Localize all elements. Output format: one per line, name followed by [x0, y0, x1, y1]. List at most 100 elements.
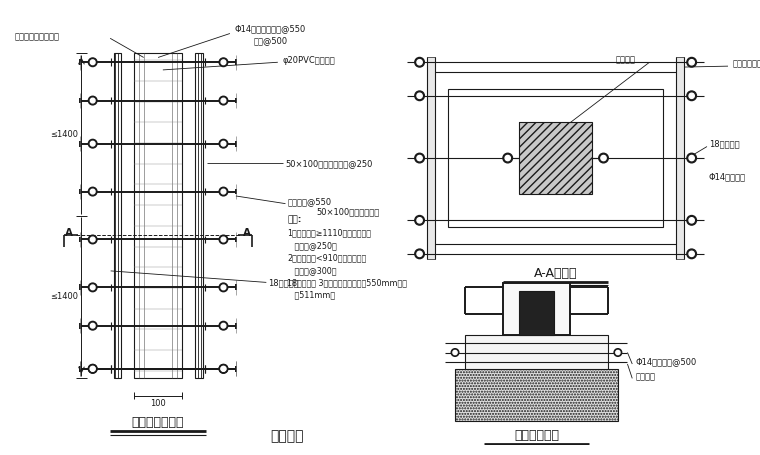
Circle shape — [219, 364, 228, 373]
Circle shape — [689, 217, 695, 223]
Text: 柱模立面大样图: 柱模立面大样图 — [131, 416, 185, 429]
Bar — [195, 53, 203, 379]
Bar — [519, 121, 592, 194]
Circle shape — [88, 96, 97, 105]
Bar — [519, 291, 554, 335]
Circle shape — [599, 153, 608, 163]
Circle shape — [219, 321, 228, 330]
Circle shape — [687, 153, 696, 163]
Circle shape — [90, 60, 95, 65]
Text: A: A — [65, 228, 73, 238]
Circle shape — [221, 98, 226, 103]
Circle shape — [221, 142, 226, 146]
Circle shape — [219, 364, 228, 373]
Circle shape — [88, 235, 97, 244]
Bar — [464, 335, 608, 369]
Text: 钢管夹具@550: 钢管夹具@550 — [287, 197, 331, 206]
Text: ≤1400: ≤1400 — [51, 293, 78, 302]
Circle shape — [415, 249, 424, 258]
Circle shape — [219, 58, 228, 66]
Circle shape — [503, 153, 512, 163]
Circle shape — [687, 216, 696, 225]
Circle shape — [689, 251, 695, 257]
Bar — [455, 369, 618, 421]
Circle shape — [451, 349, 459, 356]
Circle shape — [219, 235, 228, 244]
Text: 18厚九夹板 3、柱模件间距：竖向550mm；横: 18厚九夹板 3、柱模件间距：竖向550mm；横 — [287, 278, 407, 287]
Circle shape — [415, 216, 424, 225]
Circle shape — [221, 366, 226, 371]
Circle shape — [614, 349, 622, 356]
Circle shape — [88, 139, 97, 148]
Text: Φ14对拉螺栓竖向@550: Φ14对拉螺栓竖向@550 — [235, 24, 306, 33]
Circle shape — [687, 91, 696, 101]
Text: A-A剖面图: A-A剖面图 — [534, 267, 578, 279]
Circle shape — [88, 187, 97, 196]
Circle shape — [601, 156, 606, 161]
Circle shape — [417, 156, 423, 161]
Circle shape — [221, 237, 226, 242]
Circle shape — [88, 58, 97, 66]
Bar — [519, 121, 592, 194]
Bar — [676, 57, 684, 258]
Circle shape — [453, 350, 457, 354]
Circle shape — [417, 217, 423, 223]
Bar — [431, 72, 680, 244]
Circle shape — [219, 187, 228, 196]
Circle shape — [90, 237, 95, 242]
Bar — [135, 53, 182, 379]
Circle shape — [221, 324, 226, 328]
Bar — [448, 89, 663, 227]
Circle shape — [689, 93, 695, 98]
Text: 钢筋砼柱: 钢筋砼柱 — [616, 56, 636, 65]
Circle shape — [90, 324, 95, 328]
Text: 2、柱截面宽<910以下，柱模背: 2、柱截面宽<910以下，柱模背 — [287, 253, 366, 262]
Circle shape — [219, 96, 228, 105]
Circle shape — [90, 189, 95, 194]
Text: 50×100木枋（背楞）: 50×100木枋（背楞） — [316, 208, 379, 217]
Circle shape — [415, 91, 424, 101]
Text: A: A — [243, 228, 252, 238]
Bar — [113, 53, 121, 379]
Circle shape — [88, 321, 97, 330]
Circle shape — [219, 283, 228, 292]
Text: Φ14对拉螺栓: Φ14对拉螺栓 — [709, 173, 746, 182]
Text: φ20PVC塑料套管: φ20PVC塑料套管 — [283, 56, 335, 65]
Text: 撑木枋@250。: 撑木枋@250。 — [287, 241, 337, 250]
Circle shape — [417, 93, 423, 98]
Circle shape — [219, 139, 228, 148]
Circle shape — [90, 366, 95, 371]
Bar — [455, 369, 618, 421]
Text: 钢管稳定支架: 钢管稳定支架 — [733, 60, 760, 69]
Circle shape — [221, 366, 226, 371]
Bar — [503, 283, 570, 335]
Text: 说明:: 说明: — [287, 216, 302, 225]
Circle shape — [689, 156, 695, 161]
Circle shape — [415, 57, 424, 67]
Text: 50×100木枋（背楞）@250: 50×100木枋（背楞）@250 — [286, 159, 373, 168]
Text: ≤1400: ≤1400 — [51, 130, 78, 139]
Text: 横向@500: 横向@500 — [254, 36, 288, 45]
Circle shape — [687, 249, 696, 258]
Circle shape — [88, 364, 97, 373]
Text: Φ14对拉螺栓@500: Φ14对拉螺栓@500 — [635, 358, 696, 367]
Text: （图四）: （图四） — [271, 429, 304, 443]
Circle shape — [90, 98, 95, 103]
Circle shape — [90, 366, 95, 371]
Bar — [427, 57, 435, 258]
Circle shape — [90, 142, 95, 146]
Text: 撑木枋@300。: 撑木枋@300。 — [287, 266, 337, 275]
Text: 100: 100 — [150, 399, 166, 408]
Circle shape — [687, 57, 696, 67]
Text: 钢管夹具: 钢管夹具 — [635, 372, 655, 381]
Circle shape — [88, 364, 97, 373]
Circle shape — [221, 60, 226, 65]
Text: 18厚九夹板: 18厚九夹板 — [709, 139, 739, 148]
Text: 1、柱截面宽≥1110以上，柱模背: 1、柱截面宽≥1110以上，柱模背 — [287, 228, 372, 237]
Circle shape — [417, 60, 423, 65]
Circle shape — [417, 251, 423, 257]
Circle shape — [616, 350, 620, 354]
Text: 18厚九夹板: 18厚九夹板 — [268, 278, 299, 287]
Text: 红油漆涂上轴线标志: 红油漆涂上轴线标志 — [14, 32, 59, 41]
Circle shape — [505, 156, 511, 161]
